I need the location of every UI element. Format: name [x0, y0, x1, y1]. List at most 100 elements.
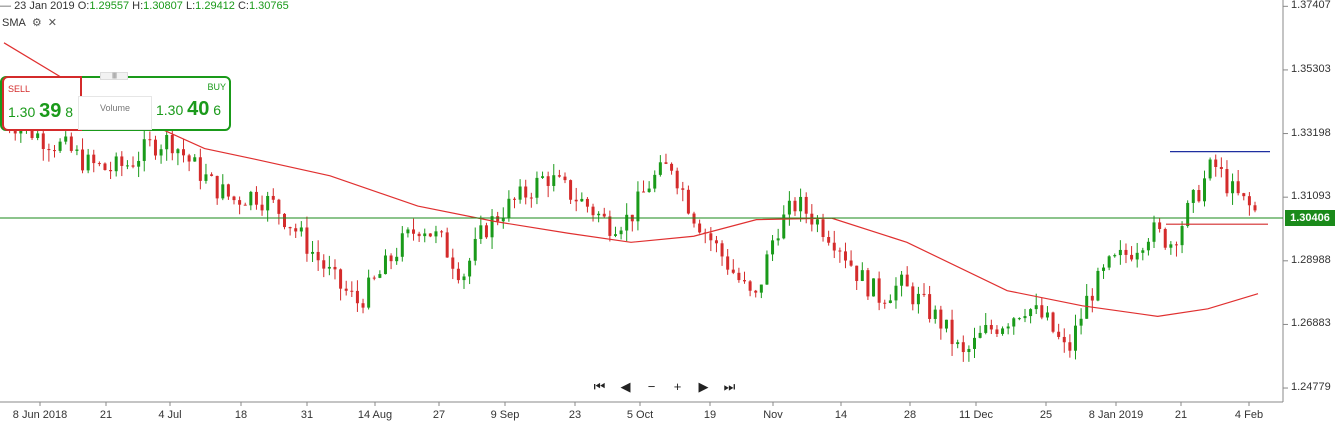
candle-body	[1062, 336, 1066, 343]
candle-body	[518, 186, 522, 200]
candle-body	[232, 196, 236, 201]
zoom-out-icon[interactable]: −	[647, 379, 656, 394]
candle-body	[1186, 202, 1190, 227]
candle-body	[182, 149, 186, 156]
candle-body	[47, 149, 51, 151]
candle-body	[557, 175, 561, 177]
x-tick-label: 23	[568, 409, 582, 421]
ohlc-close: 1.30765	[248, 0, 289, 12]
candle-body	[339, 269, 343, 289]
candle-body	[277, 199, 281, 214]
scroll-left-icon[interactable]: ◀	[620, 379, 631, 394]
candle-body	[888, 300, 892, 303]
candle-body	[456, 268, 460, 281]
candle-body	[546, 176, 550, 186]
drag-handle[interactable]: ||||||||	[100, 72, 128, 80]
candle-body	[900, 274, 904, 286]
candle-body	[254, 191, 258, 205]
x-tick-label: 14	[834, 409, 848, 421]
candle-body	[771, 240, 775, 255]
candle-body	[333, 266, 337, 270]
candle-body	[142, 139, 146, 161]
candle-body	[1146, 241, 1150, 251]
candle-body	[187, 155, 191, 162]
candle-body	[148, 139, 152, 141]
candle-body	[451, 257, 455, 269]
candle-body	[714, 240, 718, 244]
candle-body	[984, 325, 988, 333]
candle-body	[1208, 159, 1212, 179]
candle-body	[731, 269, 735, 273]
x-tick-label: Nov	[763, 409, 783, 421]
zoom-in-icon[interactable]: +	[673, 379, 682, 394]
candle-body	[266, 195, 270, 211]
candle-body	[574, 199, 578, 202]
candle-body	[552, 175, 556, 186]
candle-body	[1045, 312, 1049, 318]
candle-body	[1203, 178, 1207, 202]
candle-body	[512, 198, 516, 200]
candle-body	[1090, 295, 1094, 301]
candle-body	[905, 274, 909, 287]
candle-body	[1141, 250, 1145, 253]
y-tick-label: 1.31093	[1291, 190, 1331, 203]
x-tick-label: 14 Aug	[357, 409, 393, 421]
candle-body	[843, 251, 847, 261]
candle-body	[400, 233, 404, 257]
candle-body	[501, 218, 505, 222]
volume-input[interactable]: Volume	[78, 96, 152, 130]
y-tick-label: 1.33198	[1291, 126, 1331, 139]
candle-body	[591, 206, 595, 216]
candle-body	[260, 204, 264, 211]
candle-body	[619, 230, 623, 235]
candle-body	[417, 233, 421, 237]
candle-body	[1152, 222, 1156, 242]
buy-button[interactable]: BUY 1.30 40 6	[152, 78, 230, 129]
candle-body	[165, 134, 169, 150]
jump-start-icon[interactable]: ⏮	[593, 379, 606, 394]
scroll-right-icon[interactable]: ▶	[698, 379, 709, 394]
candle-body	[686, 189, 690, 214]
candle-body	[1180, 226, 1184, 246]
candle-body	[653, 174, 657, 189]
x-tick-label: 25	[1039, 409, 1053, 421]
candle-body	[1236, 181, 1240, 194]
candle-body	[613, 234, 617, 236]
candle-body	[243, 204, 247, 206]
candle-body	[1057, 331, 1061, 337]
candle-body	[563, 176, 567, 181]
x-tick-label: 18	[234, 409, 248, 421]
candle-body	[299, 227, 303, 232]
candle-body	[350, 290, 354, 292]
candle-body	[743, 280, 747, 282]
y-tick-label: 1.37407	[1291, 0, 1331, 12]
candle-body	[799, 196, 803, 212]
candle-body	[1253, 205, 1257, 211]
candle-body	[282, 213, 286, 228]
candle-body	[30, 124, 34, 139]
candle-body	[1040, 305, 1044, 318]
volume-label: Volume	[99, 103, 131, 113]
x-tick-label: 11 Dec	[958, 409, 994, 421]
candle-body	[473, 238, 477, 261]
collapse-icon[interactable]: —	[0, 0, 11, 12]
candle-body	[41, 133, 45, 150]
candle-body	[468, 260, 472, 277]
candle-body	[765, 254, 769, 285]
candle-body	[204, 174, 208, 181]
settings-icon[interactable]: ⚙	[31, 17, 42, 29]
close-icon[interactable]: ✕	[47, 17, 57, 29]
candle-body	[440, 231, 444, 233]
candle-body	[535, 177, 539, 198]
sell-button[interactable]: SELL 1.30 39 8	[2, 76, 82, 131]
jump-end-icon[interactable]: ⏭	[723, 379, 736, 394]
candle-body	[238, 200, 242, 205]
x-tick-label: 5 Oct	[626, 409, 654, 421]
candle-body	[1001, 328, 1005, 334]
ohlc-high: 1.30807	[143, 0, 183, 12]
candle-body	[726, 256, 730, 270]
indicator-name: SMA	[2, 16, 26, 29]
candle-body	[787, 200, 791, 215]
